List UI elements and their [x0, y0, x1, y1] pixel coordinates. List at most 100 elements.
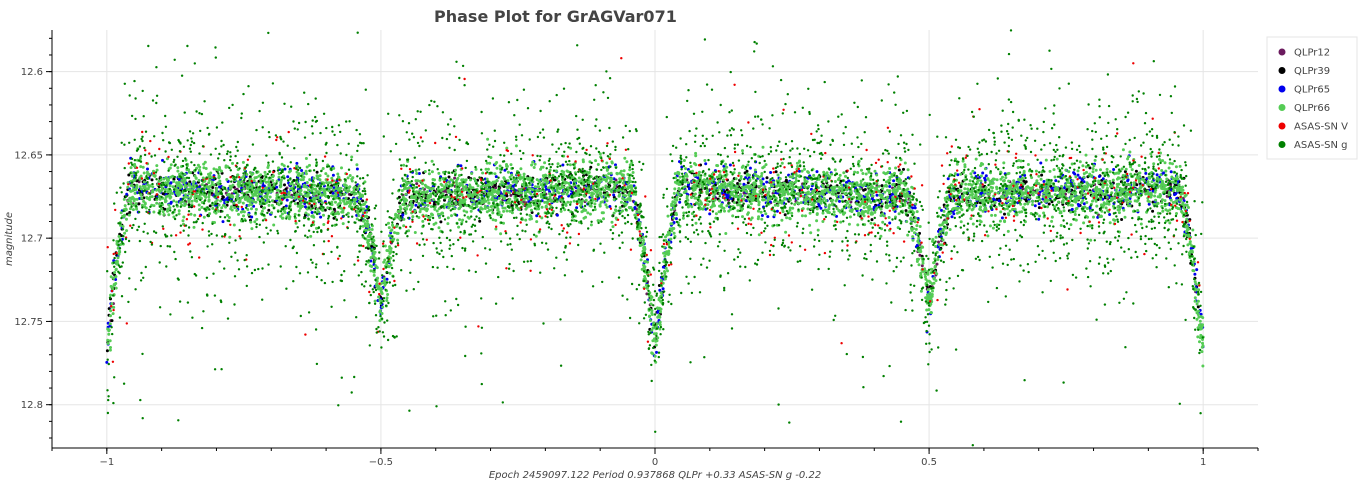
data-point	[999, 210, 1003, 214]
data-point	[1159, 173, 1163, 177]
data-point	[919, 289, 923, 293]
data-point	[449, 178, 453, 182]
data-point	[389, 247, 393, 250]
data-point	[300, 205, 304, 208]
data-point	[421, 182, 424, 186]
data-point	[1059, 224, 1063, 227]
data-point	[323, 208, 327, 212]
points-layer	[105, 29, 1205, 447]
data-point	[1074, 218, 1078, 222]
data-point	[604, 203, 608, 207]
data-point	[866, 185, 870, 189]
data-point	[819, 201, 823, 205]
data-point	[956, 173, 960, 177]
data-point	[1135, 183, 1139, 187]
data-point	[228, 235, 232, 239]
data-point	[415, 182, 419, 186]
data-point	[936, 258, 940, 261]
data-point	[312, 176, 316, 180]
data-point	[391, 223, 394, 227]
data-point	[106, 342, 110, 345]
data-point	[1091, 167, 1095, 171]
data-point	[524, 218, 528, 222]
data-point	[1188, 240, 1192, 244]
data-point	[334, 200, 337, 204]
data-point	[690, 196, 693, 199]
data-point	[1181, 201, 1185, 205]
data-point	[618, 206, 622, 210]
data-point	[1069, 223, 1073, 227]
data-point	[474, 167, 478, 171]
data-point	[555, 213, 559, 217]
data-point	[529, 197, 533, 201]
data-point	[117, 234, 121, 238]
data-point	[880, 184, 884, 188]
data-point	[1008, 199, 1012, 203]
data-point	[483, 190, 487, 194]
data-point	[272, 223, 276, 227]
data-point	[1007, 213, 1011, 217]
data-point	[806, 207, 810, 211]
data-point	[453, 176, 457, 180]
data-point	[270, 211, 274, 215]
data-point	[114, 268, 118, 272]
data-point	[996, 191, 1000, 195]
data-point	[964, 182, 968, 186]
data-point	[297, 209, 301, 213]
data-point	[780, 218, 784, 222]
data-point	[304, 172, 308, 176]
data-point	[588, 204, 592, 208]
data-point	[414, 203, 418, 207]
data-point	[208, 212, 212, 216]
data-point	[268, 195, 272, 199]
data-point	[934, 235, 938, 239]
data-point	[683, 180, 687, 184]
data-point	[207, 188, 211, 191]
data-point	[937, 233, 941, 236]
data-point	[602, 217, 605, 221]
data-point	[697, 173, 701, 177]
data-point	[1137, 180, 1141, 184]
data-point	[545, 181, 549, 185]
data-point	[727, 209, 731, 213]
data-point	[168, 184, 172, 188]
data-point	[1067, 170, 1071, 174]
data-point	[524, 191, 527, 194]
data-point	[558, 198, 562, 202]
data-point	[531, 160, 535, 164]
data-point	[761, 177, 765, 181]
data-point	[237, 212, 240, 216]
data-point	[760, 192, 764, 196]
data-point	[1084, 153, 1088, 157]
data-point	[623, 190, 627, 194]
data-point	[837, 176, 841, 180]
data-point	[275, 185, 279, 189]
data-point	[208, 204, 212, 208]
data-point	[505, 194, 509, 198]
data-point	[773, 213, 777, 217]
data-point	[129, 200, 133, 203]
data-point	[812, 173, 816, 177]
data-point	[494, 175, 498, 179]
data-point	[714, 212, 718, 216]
data-point	[1022, 179, 1026, 183]
data-point	[176, 169, 180, 173]
data-point	[271, 179, 275, 182]
data-point	[108, 322, 112, 326]
data-point	[945, 195, 949, 199]
data-point	[670, 222, 674, 226]
data-point	[1086, 215, 1089, 219]
data-point	[437, 226, 441, 230]
data-point	[935, 272, 939, 276]
data-point	[318, 174, 322, 178]
data-point	[718, 192, 722, 195]
data-point	[469, 209, 473, 213]
data-point	[224, 205, 228, 209]
data-point	[476, 195, 480, 199]
data-point	[430, 212, 433, 216]
data-point	[300, 169, 304, 172]
data-point	[568, 163, 572, 167]
data-point	[1201, 316, 1205, 320]
data-point	[674, 217, 678, 221]
data-point	[326, 206, 330, 210]
